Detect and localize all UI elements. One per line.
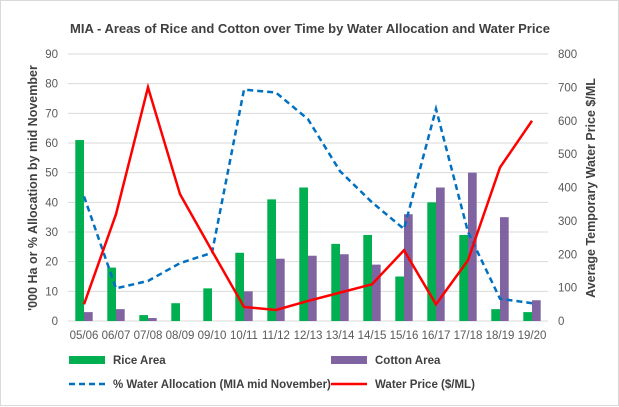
cotton-area-bar <box>148 318 157 321</box>
y2-tick-label: 300 <box>558 216 577 228</box>
y-tick-label: 60 <box>45 138 58 150</box>
y2-tick-label: 100 <box>558 283 577 295</box>
y-axis-label: '000 Ha or % Allocation by mid November <box>26 65 40 311</box>
legend-label: Water Price ($/ML) <box>375 379 475 391</box>
x-tick-label: 17/18 <box>454 330 483 342</box>
y-tick-label: 0 <box>52 316 58 328</box>
x-tick-label: 08/09 <box>166 330 195 342</box>
y2-tick-label: 700 <box>558 82 577 94</box>
x-tick-label: 11/12 <box>262 330 290 342</box>
rice-area-bar <box>75 140 84 321</box>
y2-tick-label: 800 <box>558 49 577 61</box>
rice-area-bar <box>331 243 340 321</box>
legend-label: % Water Allocation (MIA mid November) <box>113 379 331 391</box>
cotton-area-bar <box>404 214 413 321</box>
x-tick-label: 16/17 <box>422 330 451 342</box>
legend-swatch <box>69 356 105 364</box>
cotton-area-bar <box>276 258 285 321</box>
x-tick-label: 10/11 <box>230 330 258 342</box>
y-tick-label: 40 <box>45 197 58 209</box>
rice-area-bar <box>491 309 500 321</box>
x-tick-label: 18/19 <box>486 330 515 342</box>
y-tick-label: 70 <box>45 108 58 120</box>
cotton-area-bar <box>308 255 317 321</box>
x-tick-label: 05/06 <box>70 330 99 342</box>
y-tick-label: 90 <box>45 49 58 61</box>
rice-area-bar <box>267 199 276 321</box>
rice-area-bar <box>107 267 116 321</box>
x-tick-label: 19/20 <box>518 330 547 342</box>
x-tick-label: 15/16 <box>390 330 419 342</box>
rice-area-bar <box>427 202 436 321</box>
chart-title: MIA - Areas of Rice and Cotton over Time… <box>70 21 550 36</box>
x-tick-label: 09/10 <box>198 330 227 342</box>
cotton-area-bar <box>500 217 509 321</box>
x-tick-label: 13/14 <box>326 330 355 342</box>
y-tick-label: 80 <box>45 79 58 91</box>
x-tick-label: 06/07 <box>102 330 131 342</box>
rice-area-bar <box>395 276 404 321</box>
cotton-area-bar <box>84 312 93 321</box>
legend-label: Cotton Area <box>375 355 441 367</box>
legend-label: Rice Area <box>113 355 166 367</box>
y2-tick-label: 200 <box>558 249 577 261</box>
rice-area-bar <box>203 288 212 321</box>
rice-area-bar <box>235 252 244 321</box>
x-tick-label: 07/08 <box>134 330 163 342</box>
rice-area-bar <box>299 187 308 321</box>
x-tick-label: 12/13 <box>294 330 323 342</box>
rice-area-bar <box>139 315 148 321</box>
y2-tick-label: 500 <box>558 149 577 161</box>
cotton-area-bar <box>532 300 541 321</box>
cotton-area-bar <box>116 309 125 321</box>
legend-swatch <box>331 356 367 364</box>
y2-tick-label: 600 <box>558 116 577 128</box>
y2-axis-label: Average Temporary Water Price $/ML <box>584 78 598 298</box>
cotton-area-bar <box>372 264 381 321</box>
y2-tick-label: 0 <box>558 316 564 328</box>
y-tick-label: 10 <box>45 286 58 298</box>
y-tick-label: 50 <box>45 168 58 180</box>
rice-area-bar <box>523 312 532 321</box>
cotton-area-bar <box>436 187 445 321</box>
rice-area-bar <box>171 303 180 321</box>
x-tick-label: 14/15 <box>358 330 387 342</box>
water-price-line <box>82 82 534 312</box>
y2-tick-label: 400 <box>558 183 577 195</box>
cotton-area-bar <box>340 254 349 321</box>
water-allocation-line <box>82 88 533 305</box>
y-tick-label: 30 <box>45 227 58 239</box>
y-tick-label: 20 <box>45 257 58 269</box>
rice-area-bar <box>363 234 372 321</box>
rice-area-bar <box>459 234 468 321</box>
